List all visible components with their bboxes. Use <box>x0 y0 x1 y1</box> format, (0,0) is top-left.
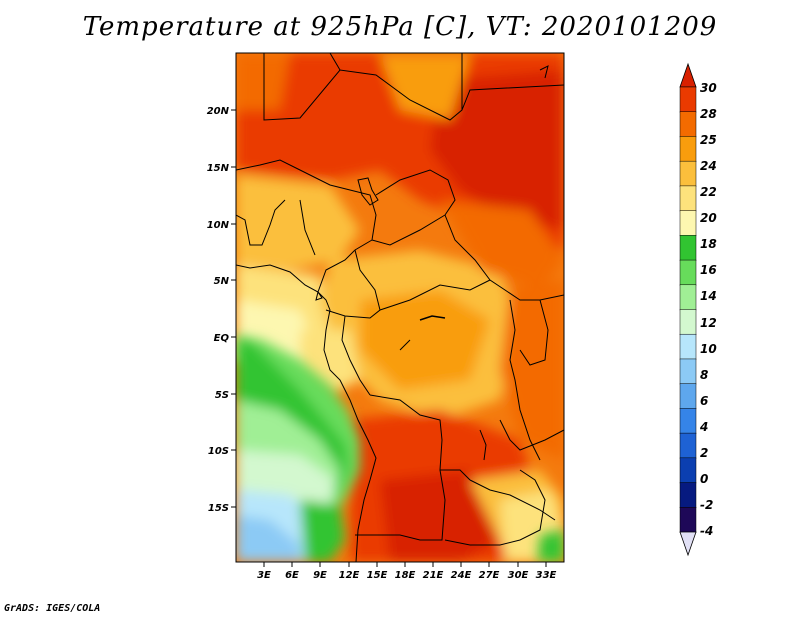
colorbar-segment <box>679 457 697 484</box>
colorbar-label: 2 <box>700 446 708 460</box>
lon-label: 30E <box>508 570 529 581</box>
lon-label: 24E <box>451 570 472 581</box>
colorbar-label: 4 <box>699 420 708 434</box>
colorbar: 30 28 25 24 22 20 18 16 14 12 10 8 6 4 2… <box>679 62 717 557</box>
map-frame <box>235 52 565 563</box>
lon-label: 3E <box>257 570 271 581</box>
colorbar-bottom-arrow <box>679 531 697 557</box>
colorbar-segment <box>679 235 697 261</box>
colorbar-label: 12 <box>700 316 717 330</box>
colorbar-segment <box>679 333 697 360</box>
colorbar-segment <box>679 259 697 286</box>
colorbar-segment <box>679 284 697 311</box>
colorbar-segment <box>679 507 697 533</box>
lon-label: 9E <box>313 570 327 581</box>
lat-label: 5N <box>214 276 230 287</box>
lon-axis: 3E 6E 9E 12E 15E 18E 21E 24E 27E 30E 33E <box>257 562 557 581</box>
lon-label: 27E <box>479 570 500 581</box>
lat-label: 5S <box>215 390 229 401</box>
colorbar-label: 8 <box>700 368 708 382</box>
colorbar-segment <box>679 210 697 237</box>
lon-label: 18E <box>395 570 416 581</box>
lon-label: 21E <box>423 570 444 581</box>
colorbar-label: 10 <box>700 342 717 356</box>
lat-label: 15S <box>208 503 229 514</box>
lat-label: 10S <box>208 446 229 457</box>
country-borders <box>236 53 564 562</box>
lat-label: EQ <box>214 333 230 344</box>
colorbar-segment <box>679 160 697 187</box>
lon-label: 12E <box>339 570 360 581</box>
lat-axis: 20N 15N 10N 5N EQ 5S 10S 15S <box>207 106 236 514</box>
colorbar-segment <box>679 86 697 113</box>
lat-label: 20N <box>207 106 230 117</box>
lon-label: 15E <box>367 570 388 581</box>
colorbar-label: -4 <box>700 524 713 538</box>
colorbar-segment <box>679 383 697 410</box>
colorbar-segment <box>679 432 697 459</box>
colorbar-segment <box>679 111 697 138</box>
colorbar-segment <box>679 136 697 162</box>
colorbar-label: 18 <box>700 237 717 251</box>
colorbar-label: 25 <box>700 133 717 147</box>
colorbar-segment <box>679 482 697 509</box>
colorbar-segment <box>679 358 697 385</box>
lat-label: 15N <box>207 163 230 174</box>
colorbar-label: 30 <box>700 81 717 95</box>
lon-label: 6E <box>285 570 299 581</box>
lon-label: 33E <box>536 570 557 581</box>
colorbar-label: 6 <box>700 394 708 408</box>
colorbar-label: 24 <box>700 159 717 173</box>
colorbar-segment <box>679 309 697 335</box>
colorbar-label: 28 <box>700 107 717 121</box>
colorbar-label: 20 <box>700 211 717 225</box>
colorbar-label: 16 <box>700 263 717 277</box>
map-title: Temperature at 925hPa [C], VT: 202010120… <box>82 12 718 42</box>
lat-label: 10N <box>207 220 230 231</box>
grads-credit: GrADS: IGES/COLA <box>4 603 101 614</box>
colorbar-label: -2 <box>700 498 713 512</box>
colorbar-label: 0 <box>700 472 708 486</box>
colorbar-top-arrow <box>679 62 697 88</box>
colorbar-label: 22 <box>700 185 717 199</box>
temperature-field <box>236 53 564 562</box>
colorbar-segment <box>679 408 697 434</box>
colorbar-label: 14 <box>700 289 717 303</box>
colorbar-segment <box>679 185 697 212</box>
